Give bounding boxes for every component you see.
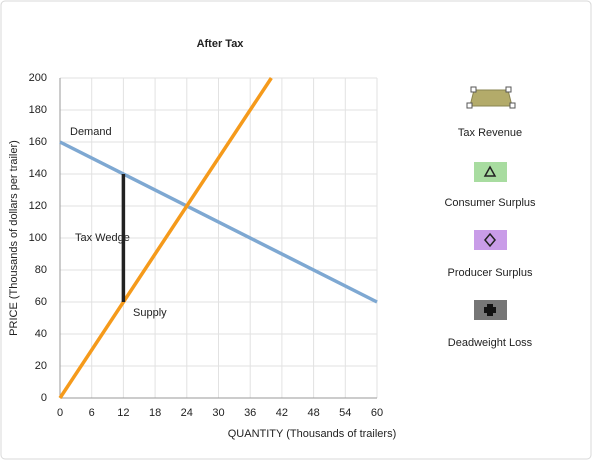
palette: Tax Revenue Consumer Surplus Producer Su…: [444, 86, 536, 349]
x-tick-label: 36: [244, 407, 256, 419]
y-tick-label: 60: [35, 296, 47, 308]
x-tick-label: 54: [339, 407, 351, 419]
y-tick-label: 0: [41, 392, 47, 404]
handle: [470, 86, 477, 93]
y-tick-label: 120: [29, 200, 47, 212]
line-label: Supply: [133, 307, 167, 319]
tool-label: Deadweight Loss: [448, 337, 533, 349]
tool-label: Tax Revenue: [458, 127, 522, 139]
y-tick-label: 80: [35, 264, 47, 276]
x-axis-label: QUANTITY (Thousands of trailers): [228, 428, 397, 440]
y-tick-label: 180: [29, 104, 47, 116]
consumer-surplus-tool[interactable]: Consumer Surplus: [444, 162, 536, 209]
supply-demand-line: [58, 77, 273, 399]
x-tick-label: 12: [117, 407, 129, 419]
supply-demand-line: [59, 140, 378, 304]
x-tick-label: 30: [212, 407, 224, 419]
handle: [505, 86, 512, 93]
x-tick-label: 18: [149, 407, 161, 419]
y-tick-label: 140: [29, 168, 47, 180]
tax-wedge-label: Tax Wedge: [75, 232, 130, 244]
consumer-surplus-icon: [474, 162, 507, 182]
producer-surplus-icon: [474, 230, 507, 250]
y-tick-label: 100: [29, 232, 47, 244]
x-tick-label: 48: [307, 407, 319, 419]
plot: 0 20 40 60 80 100 120 140 160 180 200 0 6 12 18 24 30 36 4…: [29, 72, 383, 419]
frame: [0, 0, 592, 460]
deadweight-loss-tool[interactable]: Deadweight Loss: [448, 300, 533, 349]
line-label: Demand: [70, 126, 112, 138]
x-tick-label: 0: [57, 407, 63, 419]
x-tick-label: 24: [181, 407, 193, 419]
y-tick-label: 160: [29, 136, 47, 148]
chart-title: After Tax: [197, 38, 245, 50]
plus: [484, 304, 496, 316]
producer-surplus-tool[interactable]: Producer Surplus: [448, 230, 533, 279]
diamond: [484, 232, 496, 248]
y-tick-label: 40: [35, 328, 47, 340]
x-tick-label: 6: [89, 407, 95, 419]
tool-label: Producer Surplus: [448, 267, 533, 279]
tool-label: Consumer Surplus: [444, 197, 536, 209]
handle: [466, 102, 473, 109]
handle: [509, 102, 516, 109]
y-axis-label: PRICE (Thousands of dollars per trailer): [8, 140, 20, 336]
x-tick-label: 60: [371, 407, 383, 419]
tax-revenue-tool[interactable]: Tax Revenue: [458, 86, 522, 139]
y-tick-label: 200: [29, 72, 47, 84]
x-tick-label: 42: [276, 407, 288, 419]
triangle: [483, 165, 497, 177]
y-tick-label: 20: [35, 360, 47, 372]
